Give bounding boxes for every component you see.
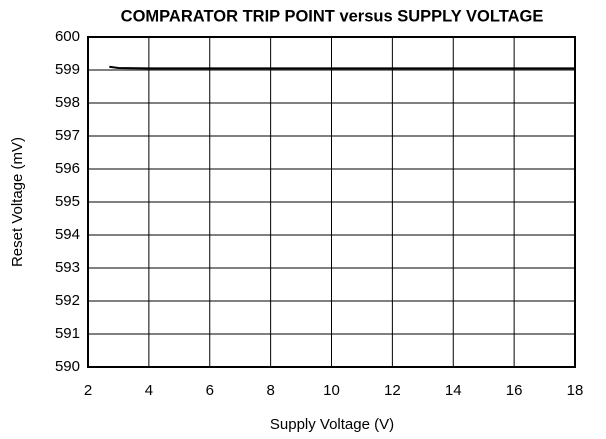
y-tick-label: 591 xyxy=(55,325,80,342)
chart-title: COMPARATOR TRIP POINT versus SUPPLY VOLT… xyxy=(121,7,544,25)
x-tick-label: 2 xyxy=(84,382,92,399)
y-tick-label: 590 xyxy=(55,358,80,375)
x-tick-label: 12 xyxy=(384,382,401,399)
y-tick-label: 599 xyxy=(55,61,80,78)
y-tick-label: 596 xyxy=(55,160,80,177)
y-tick-label: 592 xyxy=(55,292,80,309)
data-line xyxy=(109,65,575,70)
x-tick-label: 14 xyxy=(445,382,462,399)
x-tick-label: 10 xyxy=(323,382,340,399)
x-tick-label: 16 xyxy=(506,382,523,399)
y-tick-label: 597 xyxy=(55,127,80,144)
y-tick-label: 600 xyxy=(55,28,80,45)
x-tick-label: 4 xyxy=(145,382,153,399)
y-axis-label: Reset Voltage (mV) xyxy=(9,137,26,267)
x-tick-label: 6 xyxy=(206,382,214,399)
y-tick-label: 598 xyxy=(55,94,80,111)
y-tick-label: 595 xyxy=(55,193,80,210)
x-tick-label: 8 xyxy=(266,382,274,399)
x-axis-label: Supply Voltage (V) xyxy=(270,416,394,433)
x-tick-label: 18 xyxy=(567,382,584,399)
y-tick-label: 593 xyxy=(55,259,80,276)
y-tick-label: 594 xyxy=(55,226,80,243)
plot-frame xyxy=(87,36,576,368)
